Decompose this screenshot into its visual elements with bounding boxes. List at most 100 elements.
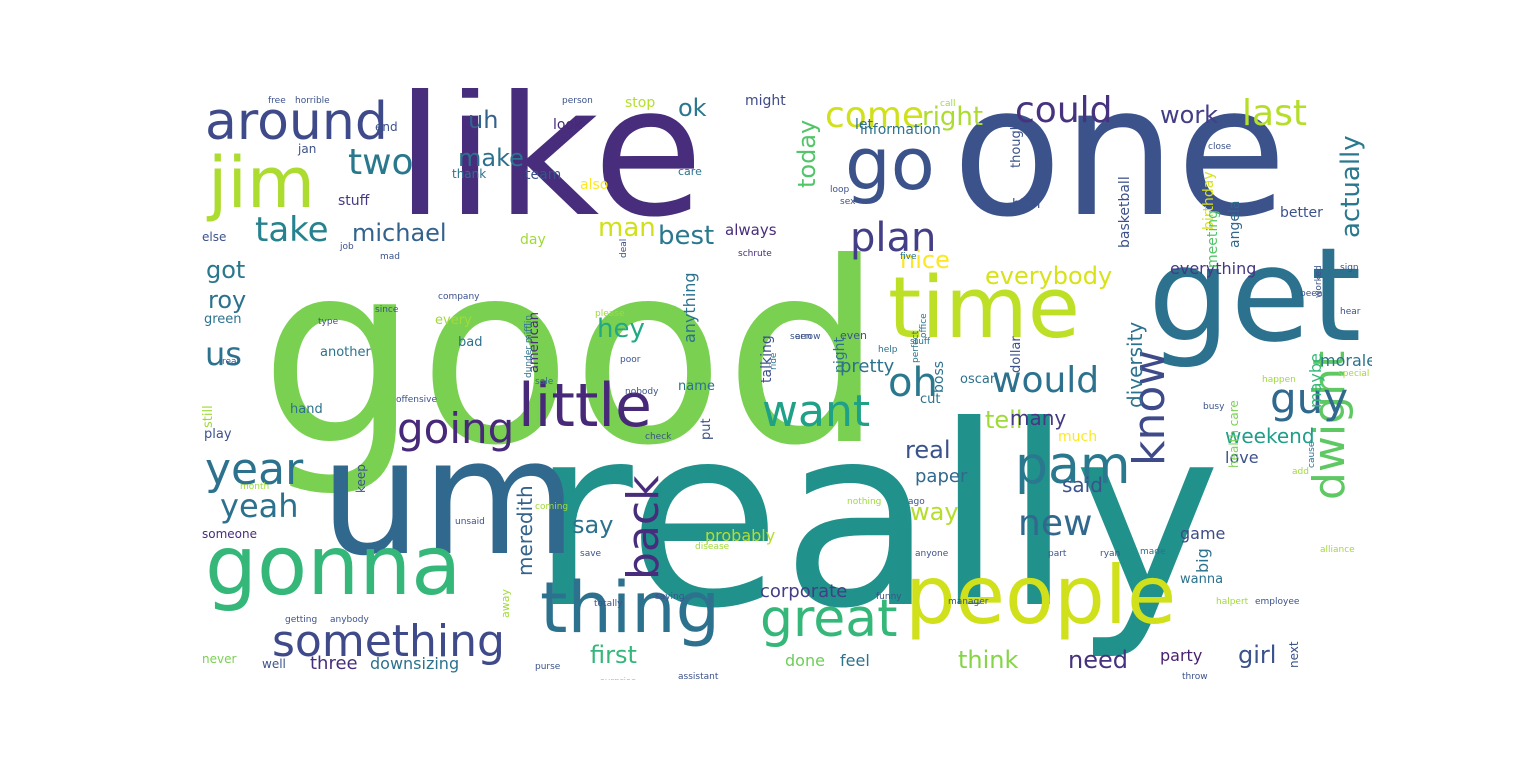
word: though: [1009, 121, 1024, 168]
word: unsaid: [455, 517, 485, 527]
word: little: [518, 371, 652, 441]
word: better: [1280, 205, 1323, 221]
word: gonna: [205, 519, 462, 614]
word: great: [760, 589, 898, 649]
word: surprise: [600, 678, 636, 681]
word: time: [888, 259, 1081, 358]
word: alliance: [1320, 545, 1355, 555]
word: coming: [535, 502, 569, 512]
word: look: [553, 117, 583, 133]
word: anything: [680, 272, 699, 343]
word: month: [240, 482, 270, 492]
word: dunder mifflin: [524, 314, 534, 378]
word: even: [840, 329, 868, 342]
word: angela: [1227, 200, 1243, 248]
word: away: [499, 589, 512, 618]
word: also: [580, 177, 609, 193]
word: every: [435, 313, 472, 328]
word: horrible: [295, 96, 330, 106]
word: ride: [769, 352, 779, 370]
word: special: [1338, 369, 1370, 379]
word: got: [206, 256, 246, 284]
word: actually: [1336, 135, 1366, 238]
word: poor: [620, 355, 641, 365]
word: still: [201, 405, 216, 428]
word: information: [860, 122, 941, 138]
word: name: [678, 379, 715, 394]
word: anyone: [915, 549, 949, 559]
word: manager: [948, 597, 989, 607]
word: something: [272, 616, 505, 667]
word: around: [205, 92, 388, 152]
word: team: [525, 167, 562, 183]
word: guy: [1270, 374, 1349, 423]
word: done: [785, 651, 825, 670]
word: want: [762, 386, 871, 437]
word: today: [793, 119, 821, 188]
word: totally: [594, 599, 623, 609]
word: said: [1062, 473, 1103, 497]
word: stuff: [338, 193, 370, 209]
word: check: [645, 432, 672, 442]
word: part: [1048, 549, 1067, 559]
word: type: [318, 317, 339, 327]
word: health care: [1227, 400, 1241, 468]
word: um: [320, 404, 578, 591]
word: michael: [352, 219, 447, 247]
word: stop: [625, 95, 656, 111]
word: roy: [208, 286, 247, 314]
word: real: [905, 436, 951, 464]
word: morale: [1320, 351, 1372, 370]
word: would: [992, 360, 1100, 401]
word: made: [1140, 547, 1166, 557]
word: take: [255, 210, 329, 250]
word: everything: [1170, 259, 1257, 278]
word: next: [1287, 641, 1301, 668]
word: hey: [597, 314, 645, 344]
word: probably: [705, 526, 776, 545]
word: go: [845, 122, 935, 206]
word: right: [922, 102, 984, 132]
word: someone: [202, 527, 257, 541]
word: basketball: [1117, 176, 1133, 248]
word: put: [699, 418, 714, 440]
word: party: [1160, 646, 1203, 665]
word: seen: [790, 332, 812, 342]
word: loop: [830, 185, 850, 195]
word: work: [1160, 101, 1219, 129]
word: free: [268, 96, 286, 106]
word: offensive: [396, 395, 438, 405]
word: anybody: [330, 615, 369, 625]
word: purse: [535, 662, 561, 672]
word: always: [725, 221, 777, 239]
word: game: [1180, 524, 1226, 543]
word: going: [397, 404, 515, 453]
word: say: [572, 511, 614, 539]
word: boss: [931, 360, 947, 393]
word: downsizing: [370, 654, 460, 673]
word: everybody: [985, 262, 1113, 290]
word: add: [1292, 467, 1309, 477]
word: ok: [678, 94, 707, 122]
word: oscar: [960, 372, 996, 387]
word: new: [1018, 503, 1093, 544]
word: three: [310, 653, 358, 674]
word: another: [320, 345, 371, 360]
word: jan: [298, 142, 317, 156]
word: happen: [1262, 375, 1296, 385]
word: come: [825, 95, 925, 136]
word: girl: [1238, 641, 1277, 669]
word: job: [340, 242, 354, 252]
word: really: [530, 372, 1222, 663]
word: play: [204, 427, 232, 442]
word: busy: [1203, 402, 1225, 412]
word: saying: [655, 592, 685, 602]
word: five: [900, 252, 917, 262]
word: throw: [1182, 672, 1208, 681]
word: getting: [285, 615, 318, 625]
word: arrow: [795, 332, 821, 342]
word: weekend: [1225, 424, 1315, 448]
word: feel: [840, 651, 870, 670]
word-cloud: good really like one um get time gonna p…: [200, 88, 1372, 680]
word: cut: [920, 392, 941, 407]
